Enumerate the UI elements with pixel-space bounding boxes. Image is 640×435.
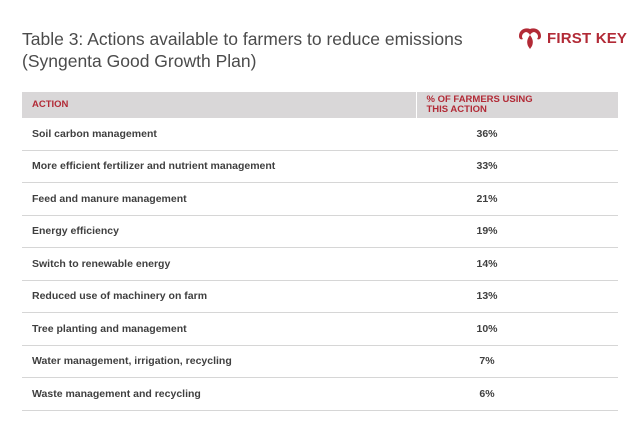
- row-pct: 36%: [416, 118, 618, 151]
- row-action: Tree planting and management: [22, 312, 416, 346]
- row-action: Soil carbon management: [22, 118, 416, 151]
- wing-logo-icon: [519, 28, 541, 49]
- header-pct: % OF FARMERS USING THIS ACTION: [416, 92, 618, 118]
- row-pct: 14%: [416, 247, 618, 281]
- page-title: Table 3: Actions available to farmers to…: [22, 28, 492, 72]
- row-pct: 7%: [416, 345, 618, 378]
- title-line-1: Table 3: Actions available to farmers to…: [22, 29, 463, 49]
- row-pct: 10%: [416, 312, 618, 346]
- row-pct: 21%: [416, 182, 618, 216]
- row-action: Energy efficiency: [22, 215, 416, 248]
- row-action: More efficient fertilizer and nutrient m…: [22, 150, 416, 183]
- table-row: Switch to renewable energy 14%: [22, 247, 618, 281]
- actions-table: ACTION % OF FARMERS USING THIS ACTION So…: [22, 92, 618, 411]
- table-row: Soil carbon management 36%: [22, 118, 618, 151]
- row-action: Waste management and recycling: [22, 377, 416, 411]
- row-pct: 33%: [416, 150, 618, 183]
- table-row: Energy efficiency 19%: [22, 215, 618, 248]
- table-row: Tree planting and management 10%: [22, 312, 618, 346]
- table-row: Water management, irrigation, recycling …: [22, 345, 618, 378]
- row-pct: 13%: [416, 280, 618, 313]
- row-action: Feed and manure management: [22, 182, 416, 216]
- title-line-2: (Syngenta Good Growth Plan): [22, 51, 257, 71]
- table-row: Waste management and recycling 6%: [22, 377, 618, 411]
- table-row: Reduced use of machinery on farm 13%: [22, 280, 618, 313]
- header-pct-line-1: % OF FARMERS USING: [426, 94, 533, 105]
- title-block: Table 3: Actions available to farmers to…: [22, 28, 492, 72]
- table-row: Feed and manure management 21%: [22, 182, 618, 216]
- row-pct: 19%: [416, 215, 618, 248]
- row-pct: 6%: [416, 377, 618, 411]
- first-key-logo: FIRST KEY: [517, 26, 627, 50]
- row-action: Reduced use of machinery on farm: [22, 280, 416, 313]
- table-header-row: ACTION % OF FARMERS USING THIS ACTION: [22, 92, 618, 118]
- header-action: ACTION: [22, 92, 417, 118]
- row-action: Water management, irrigation, recycling: [22, 345, 416, 378]
- row-action: Switch to renewable energy: [22, 247, 416, 281]
- table-row: More efficient fertilizer and nutrient m…: [22, 150, 618, 183]
- header-pct-line-2: THIS ACTION: [426, 104, 487, 115]
- logo-text: FIRST KEY: [547, 29, 628, 47]
